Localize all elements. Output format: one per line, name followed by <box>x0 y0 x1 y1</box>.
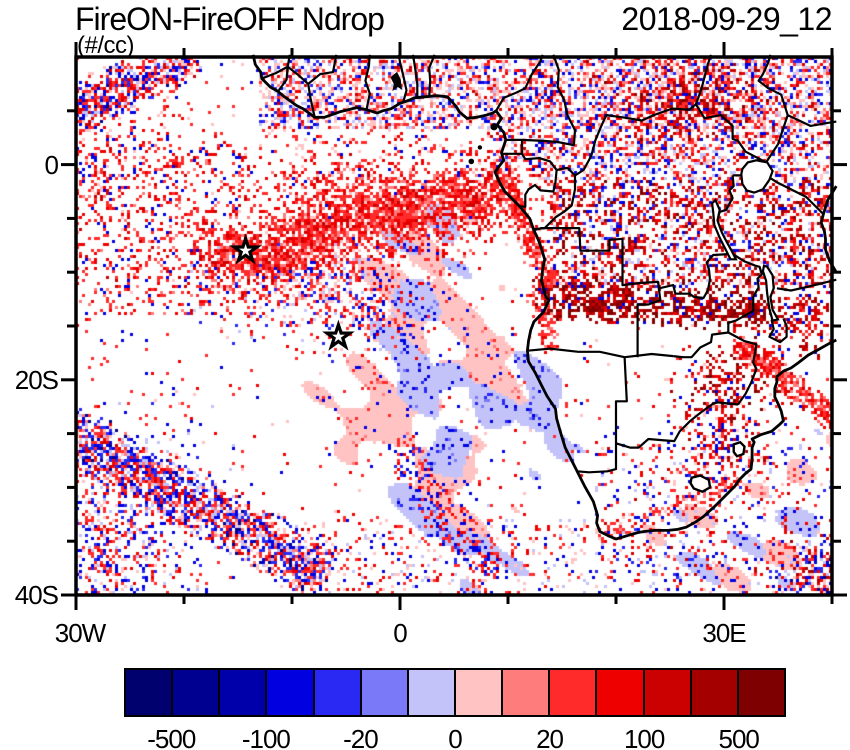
colorbar-segment <box>453 670 502 715</box>
colorbar-labels: -500 -100 -20 0 20 100 500 <box>124 724 786 750</box>
colorbar-segment <box>501 670 549 715</box>
colorbar-tick-label: 500 <box>718 724 760 750</box>
colorbar-segment <box>171 670 219 715</box>
colorbar-tick-label: 100 <box>623 724 665 750</box>
colorbar-tick-label: 20 <box>536 724 564 750</box>
x-tick-label-0: 0 <box>393 618 408 648</box>
colorbar-segment <box>406 670 454 715</box>
colorbar-segment <box>265 670 313 715</box>
timestamp-label: 2018-09-29_12 <box>621 1 832 37</box>
y-tick-label-20s: 20S <box>14 365 59 395</box>
colorbar-segment <box>642 670 690 715</box>
colorbar-segment <box>218 670 266 715</box>
x-tick-label-30w: 30W <box>54 618 106 648</box>
colorbar-tick-label: 0 <box>448 724 463 750</box>
units-label: (#/cc) <box>77 32 135 59</box>
colorbar-segment <box>595 670 643 715</box>
colorbar-segment <box>736 670 784 715</box>
colorbar-tick-label: -100 <box>241 724 291 750</box>
x-tick-label-30e: 30E <box>702 618 746 648</box>
y-tick-label-40s: 40S <box>14 580 59 610</box>
colorbar-segment <box>359 670 407 715</box>
colorbar-segment <box>126 670 172 715</box>
map-field-canvas <box>76 57 832 595</box>
y-tick-label-0: 0 <box>44 150 59 180</box>
colorbar <box>124 668 786 717</box>
colorbar-segment <box>312 670 360 715</box>
colorbar-tick-label: -20 <box>343 724 379 750</box>
colorbar-tick-label: -500 <box>147 724 196 750</box>
colorbar-segment <box>548 670 596 715</box>
page-title: FireON-FireOFF Ndrop <box>75 1 385 37</box>
colorbar-segment <box>689 670 737 715</box>
